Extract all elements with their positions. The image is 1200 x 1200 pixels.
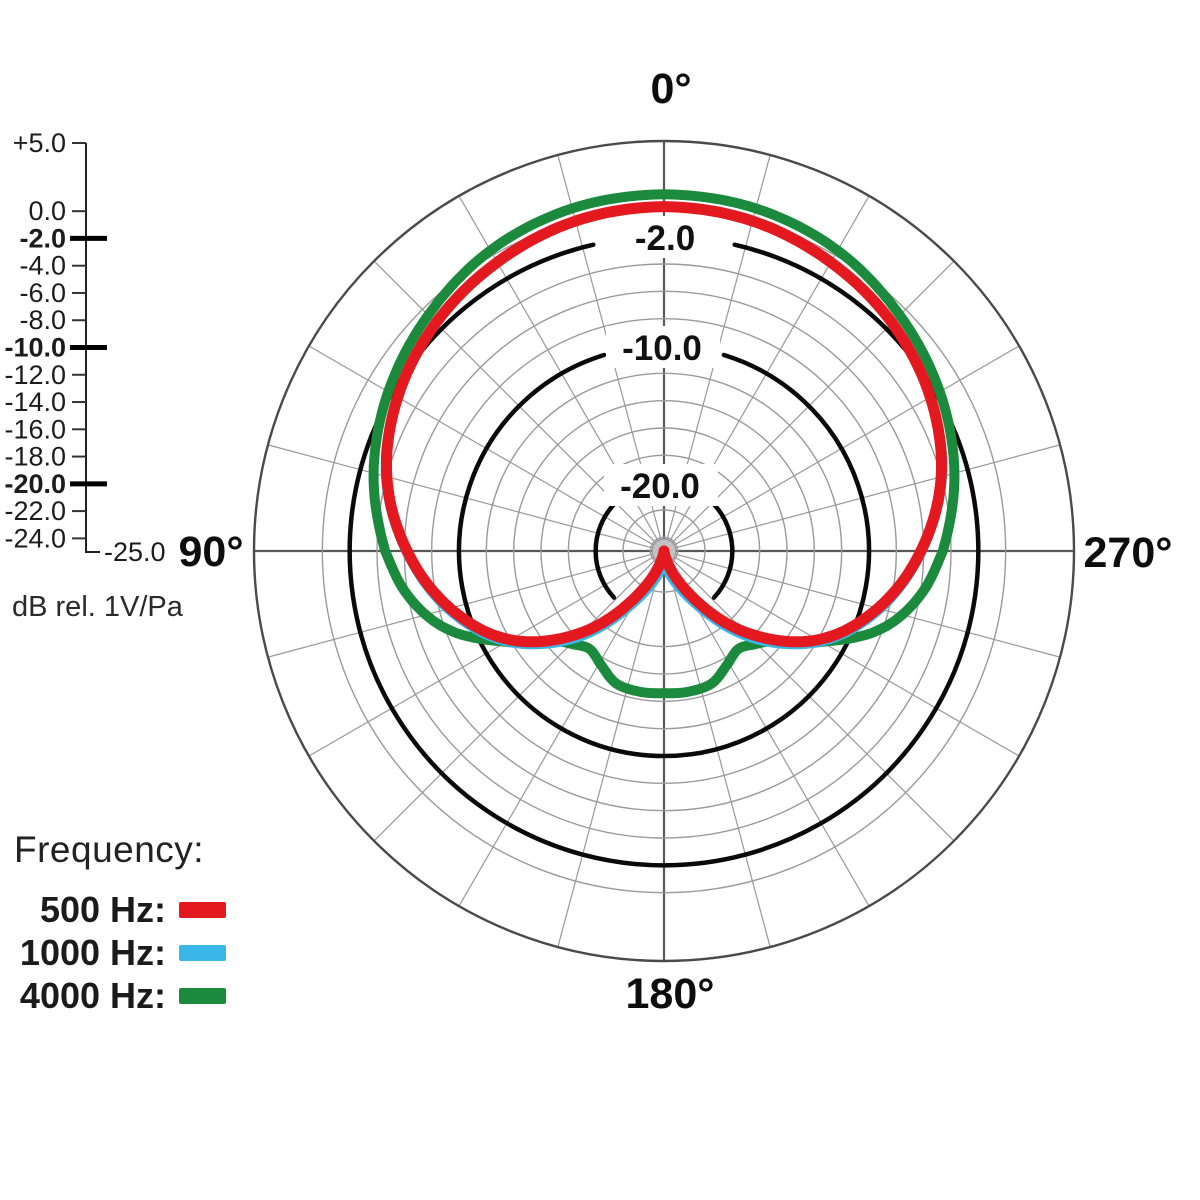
- ring-labels: -2.0 -10.0 -20.0: [604, 216, 720, 506]
- polar-bold-ring: [707, 497, 735, 600]
- scale-end-label: -25.0: [104, 537, 166, 567]
- angle-label-270: 270°: [1084, 529, 1173, 577]
- ring-label-halo: [618, 216, 711, 258]
- angle-label-180: 180°: [626, 970, 715, 1018]
- scale-tick-label: -8.0: [19, 305, 66, 335]
- legend-title: Frequency:: [14, 829, 205, 870]
- legend-swatch-4000hz: [179, 987, 226, 1004]
- legend-item-4000hz: 4000 Hz:: [14, 974, 226, 1017]
- scale-tick-label: -12.0: [4, 360, 66, 390]
- legend-label-1000hz: 1000 Hz:: [19, 931, 166, 973]
- legend-label-4000hz: 4000 Hz:: [19, 974, 166, 1016]
- scale-tick-label: -2.0: [19, 223, 66, 253]
- polar-bold-ring: [593, 502, 617, 600]
- ring-label-halo: [606, 326, 720, 368]
- ring-label-halo: [604, 464, 718, 506]
- scale-tick-label: 0.0: [28, 196, 66, 226]
- scale-tick-label: -22.0: [4, 496, 66, 526]
- radial-scale: +5.00.0-2.0-4.0-6.0-8.0-10.0-12.0-14.0-1…: [4, 128, 165, 567]
- curve-500hz: [381, 201, 947, 648]
- curve-4000hz: [368, 189, 960, 699]
- legend: Frequency: 500 Hz: 1000 Hz: 4000 Hz:: [14, 830, 226, 1017]
- scale-tick-label: -4.0: [19, 251, 66, 281]
- scale-tick-label: +5.0: [13, 128, 66, 158]
- scale-axis-line: [85, 143, 100, 553]
- polar-grid-ring: [567, 454, 761, 648]
- legend-label-500hz: 500 Hz:: [39, 888, 166, 930]
- angle-labels: 0° 90° 270° 180°: [178, 65, 1172, 1018]
- scale-unit-label: dB rel. 1V/Pa: [12, 591, 184, 623]
- scale-tick-label: -10.0: [4, 333, 66, 363]
- polar-grid-ring: [430, 317, 898, 785]
- polar-grid-ring: [485, 372, 843, 730]
- polar-outer-ring: [252, 139, 1076, 963]
- angle-label-90: 90°: [178, 528, 243, 576]
- legend-swatch-500hz: [179, 901, 226, 918]
- scale-tick-label: -20.0: [4, 469, 66, 499]
- scale-tick-label: -16.0: [4, 414, 66, 444]
- series-curves: [368, 189, 960, 699]
- legend-item-500hz: 500 Hz:: [14, 888, 226, 931]
- polar-grid-ring: [376, 263, 952, 839]
- scale-tick-label: -14.0: [4, 387, 66, 417]
- ring-label-minus2: -2.0: [635, 219, 695, 258]
- polar-bold-ring: [456, 352, 872, 759]
- polar-grid-ring: [512, 399, 816, 703]
- angle-label-0: 0°: [650, 65, 691, 113]
- ring-label-minus20: -20.0: [620, 467, 700, 506]
- scale-tick-label: -24.0: [4, 523, 66, 553]
- legend-swatch-1000hz: [179, 944, 226, 961]
- legend-item-1000hz: 1000 Hz:: [14, 931, 226, 974]
- polar-grid-ring: [540, 427, 788, 675]
- ring-label-minus10: -10.0: [622, 329, 702, 368]
- scale-tick-label: -6.0: [19, 278, 66, 308]
- scale-tick-label: -18.0: [4, 442, 66, 472]
- polar-grid-ring: [622, 509, 706, 593]
